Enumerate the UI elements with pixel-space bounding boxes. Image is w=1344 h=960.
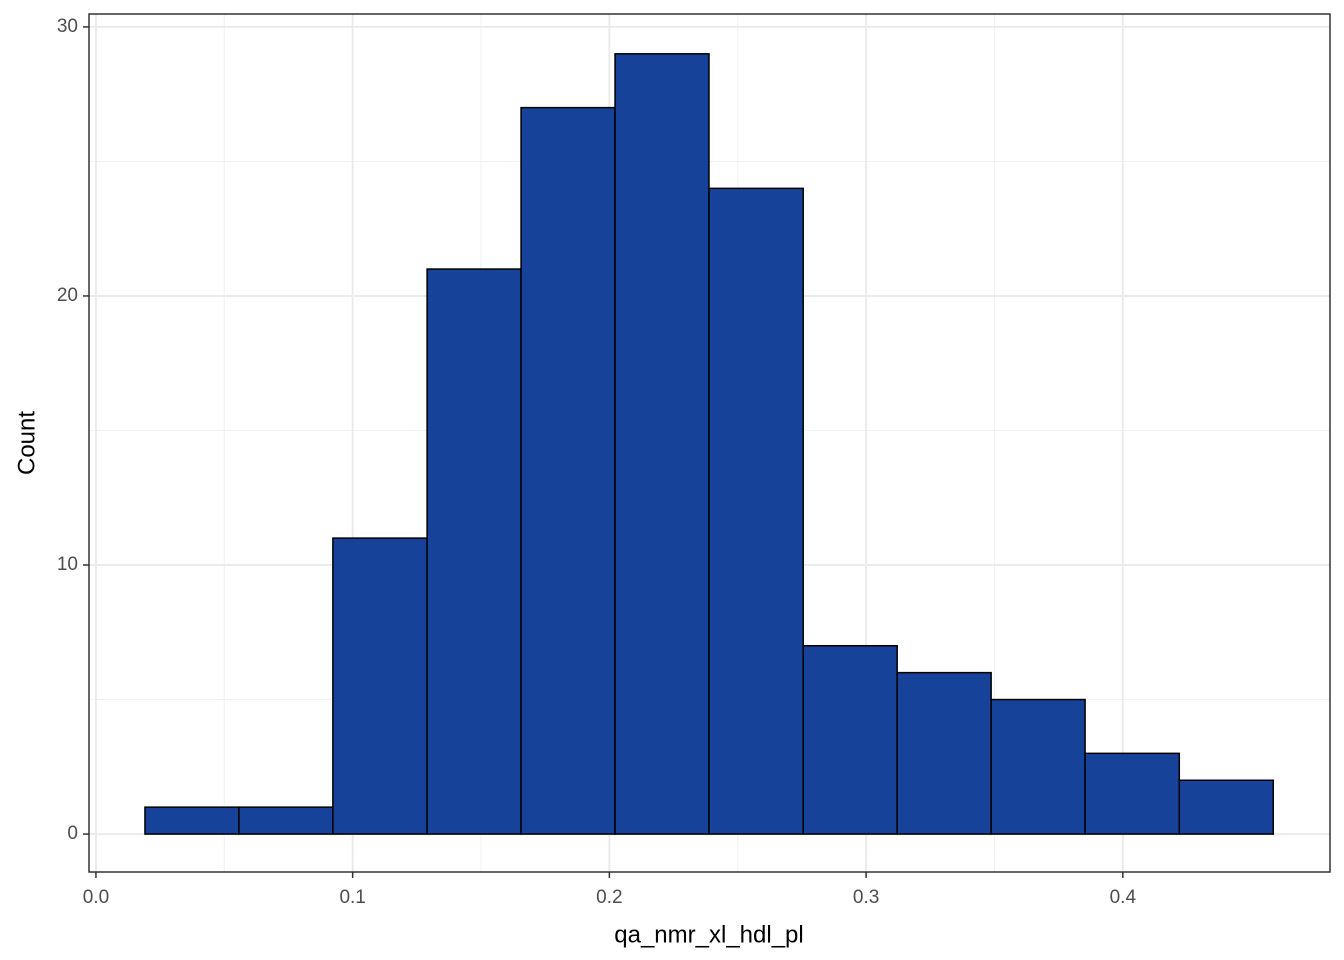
bar bbox=[520, 106, 616, 835]
x-tick-label: 0.0 bbox=[83, 887, 109, 908]
x-tick-label: 0.4 bbox=[1110, 887, 1137, 908]
bar bbox=[1084, 752, 1181, 835]
x-axis-title: qa_nmr_xl_hdl_pl bbox=[614, 921, 803, 948]
bar bbox=[896, 671, 992, 835]
bar bbox=[708, 187, 804, 835]
bar bbox=[614, 53, 710, 835]
bar bbox=[426, 268, 522, 835]
bar bbox=[1178, 779, 1275, 835]
panel-border bbox=[88, 13, 1331, 873]
bar bbox=[990, 698, 1086, 835]
bar bbox=[802, 644, 898, 835]
x-tick-label: 0.1 bbox=[339, 887, 365, 908]
y-tick-label: 10 bbox=[57, 554, 78, 575]
y-tick-label: 20 bbox=[57, 285, 78, 306]
bar bbox=[238, 806, 334, 835]
x-tick-label: 0.2 bbox=[596, 887, 622, 908]
y-tick-label: 30 bbox=[57, 16, 78, 37]
x-tick-label: 0.3 bbox=[853, 887, 879, 908]
y-tick-label: 0 bbox=[67, 823, 78, 844]
bar bbox=[144, 806, 240, 835]
y-axis-title: Count bbox=[13, 411, 40, 475]
bar bbox=[332, 537, 428, 835]
